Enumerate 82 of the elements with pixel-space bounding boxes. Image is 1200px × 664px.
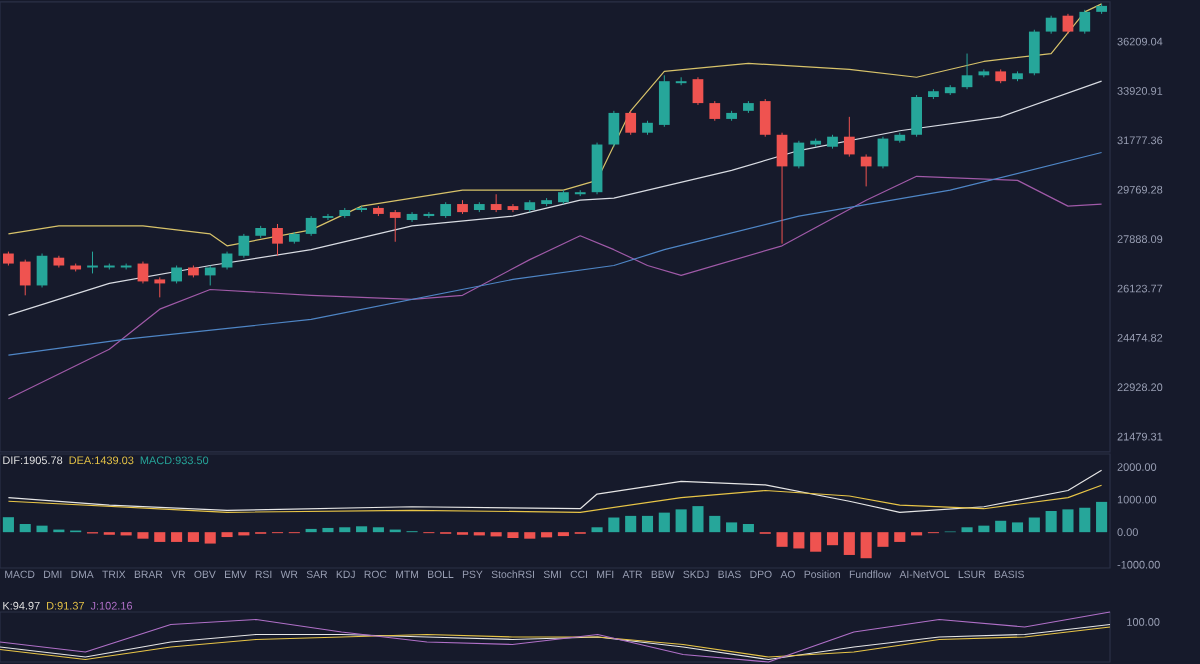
candlestick (911, 94, 922, 138)
bar (641, 515, 654, 533)
candlestick (776, 132, 788, 245)
candlestick (389, 209, 401, 243)
candlestick (204, 265, 216, 286)
candlestick (843, 116, 855, 158)
bar (322, 527, 334, 533)
bar (1062, 509, 1074, 533)
bar (36, 525, 48, 533)
candlestick (759, 98, 771, 138)
candlestick (608, 110, 620, 148)
bar (154, 532, 166, 542)
candlestick (36, 253, 48, 288)
candlestick (120, 263, 132, 270)
line-series (7, 80, 1103, 316)
bar (507, 532, 519, 539)
bar (709, 515, 721, 533)
bar (625, 515, 637, 533)
candlestick (1062, 13, 1074, 35)
candlestick (625, 110, 637, 136)
bar (843, 532, 855, 555)
bar (877, 532, 889, 547)
candlestick (154, 276, 166, 298)
candlestick (978, 68, 990, 78)
bar (187, 532, 199, 542)
bar (995, 520, 1007, 533)
bar (137, 532, 149, 539)
bar (1079, 507, 1091, 533)
bar (692, 506, 704, 533)
bar (204, 532, 216, 544)
bar (221, 532, 233, 538)
candlestick (423, 211, 435, 219)
candlestick (675, 76, 687, 86)
candlestick (19, 259, 31, 296)
candlestick (305, 215, 317, 237)
line-series (7, 175, 1103, 400)
bar (591, 527, 603, 533)
bar (171, 532, 183, 542)
bar (826, 532, 839, 546)
candlestick (1028, 29, 1040, 76)
line-series (7, 469, 1103, 513)
bar (658, 512, 670, 533)
candlestick (860, 153, 872, 187)
candlestick (322, 213, 334, 221)
candlestick (507, 203, 519, 213)
candlestick (658, 74, 670, 128)
bar (1028, 517, 1040, 533)
bar (541, 532, 553, 538)
bar (2, 517, 14, 533)
line-series (7, 151, 1103, 356)
candlestick (1079, 9, 1091, 35)
candlestick (709, 100, 721, 122)
candlestick (87, 251, 98, 274)
bar (726, 522, 738, 533)
bar (978, 525, 990, 533)
bar (810, 532, 822, 552)
candlestick (793, 140, 805, 169)
candlestick (272, 223, 283, 257)
bar (675, 509, 687, 533)
bar (19, 524, 31, 533)
bar (1096, 501, 1108, 533)
bar (776, 532, 788, 547)
bar (372, 527, 384, 533)
bar (524, 532, 536, 539)
bar (860, 532, 872, 559)
bar (742, 524, 754, 533)
candlestick (238, 233, 250, 259)
bar (356, 526, 368, 533)
bar (894, 532, 906, 542)
candlestick (692, 76, 704, 106)
bar (339, 527, 351, 533)
bar (1045, 511, 1057, 533)
bar (961, 527, 973, 533)
bar (608, 517, 620, 533)
bar (793, 532, 805, 549)
line-series (7, 3, 1103, 247)
candlestick (961, 53, 973, 90)
candlestick (490, 193, 502, 213)
line-series (7, 484, 1103, 513)
candlestick (591, 142, 603, 195)
bar (1011, 522, 1024, 533)
candlestick (877, 136, 889, 169)
